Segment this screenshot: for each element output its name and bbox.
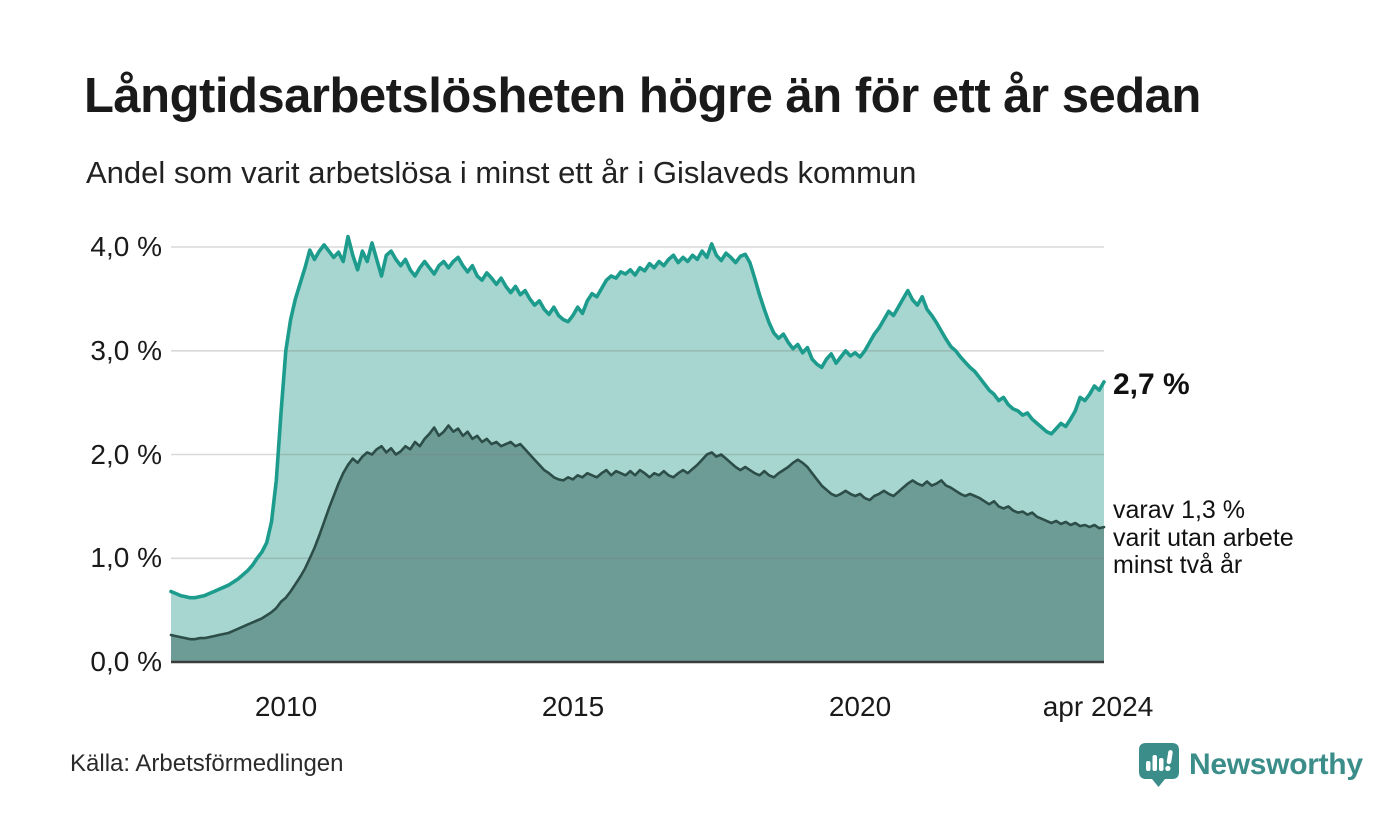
y-axis-tick-label: 2,0 % <box>90 439 162 470</box>
series-sub-label-line: varit utan arbete <box>1113 523 1294 552</box>
series-end-value-label: 2,7 % <box>1113 368 1190 401</box>
y-axis-tick-label: 4,0 % <box>90 231 162 262</box>
x-axis-tick-label: 2010 <box>254 691 318 722</box>
brand-wordmark: Newsworthy <box>1189 748 1363 781</box>
page-title: Långtidsarbetslösheten högre än för ett … <box>84 69 1201 123</box>
page-subtitle: Andel som varit arbetslösa i minst ett å… <box>86 155 917 190</box>
y-axis-tick-label: 3,0 % <box>90 335 162 366</box>
y-axis-tick-label: 0,0 % <box>90 646 162 677</box>
newsworthy-brand-link[interactable]: Newsworthy <box>1138 742 1363 788</box>
x-axis-tick-label: apr 2024 <box>1042 691 1154 722</box>
newsworthy-pin-icon <box>1139 743 1179 787</box>
x-axis-tick-label: 2020 <box>828 691 892 722</box>
source-note: Källa: Arbetsförmedlingen <box>70 750 344 777</box>
series-sub-label: varav 1,3 % varit utan arbete minst två … <box>1113 496 1294 580</box>
series-sub-label-line: varav 1,3 % <box>1113 496 1246 524</box>
y-axis-tick-label: 1,0 % <box>90 542 162 573</box>
series-sub-label-line: minst två år <box>1113 551 1243 579</box>
x-axis-tick-label: 2015 <box>541 691 605 722</box>
